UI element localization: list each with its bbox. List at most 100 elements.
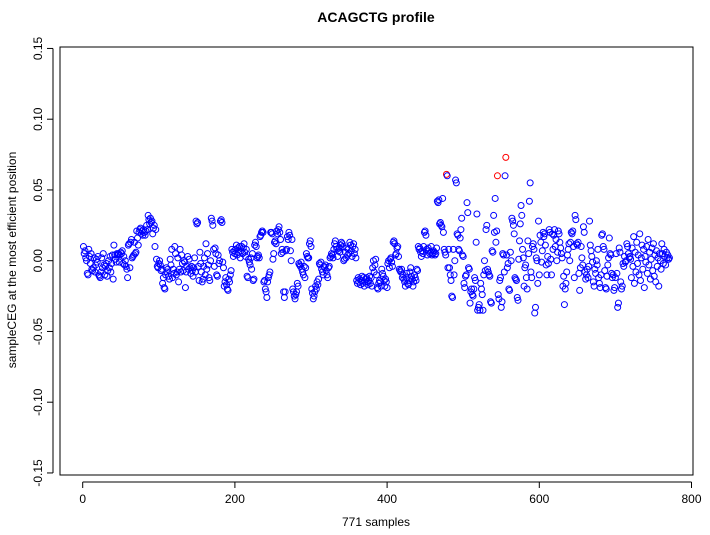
data-point: [508, 214, 516, 222]
data-point: [519, 254, 527, 262]
data-point: [608, 269, 616, 277]
data-point: [649, 240, 657, 248]
data-point: [165, 272, 173, 280]
data-point: [141, 231, 149, 239]
data-point: [570, 274, 578, 282]
data-point: [518, 211, 526, 219]
y-tick-label: 0.15: [31, 36, 45, 60]
data-point: [598, 230, 606, 238]
data-point: [633, 260, 641, 268]
data-point: [551, 226, 559, 234]
data-point: [592, 257, 600, 265]
data-point: [99, 250, 107, 258]
data-point: [211, 244, 219, 252]
data-point: [254, 251, 262, 259]
data-point: [611, 274, 619, 282]
data-point: [540, 233, 548, 241]
data-point: [534, 279, 542, 287]
data-point: [378, 265, 386, 273]
data-point: [524, 237, 532, 245]
data-point: [149, 230, 157, 238]
data-point: [350, 250, 358, 258]
data-point: [452, 176, 460, 184]
data-point: [430, 248, 438, 256]
data-point: [516, 237, 524, 245]
data-point: [261, 285, 269, 293]
data-point: [439, 194, 447, 202]
data-point: [531, 303, 539, 311]
data-point: [576, 286, 584, 294]
data-point: [566, 257, 574, 265]
y-tick-label: 0.00: [31, 249, 45, 273]
data-point: [586, 241, 594, 249]
data-point: [462, 271, 470, 279]
data-point: [203, 265, 211, 273]
data-point: [351, 245, 359, 253]
data-point: [394, 243, 402, 251]
data-point: [433, 244, 441, 252]
data-point: [496, 274, 504, 282]
data-point: [436, 218, 444, 226]
data-point: [522, 261, 530, 269]
data-point: [98, 254, 106, 262]
data-point: [94, 252, 102, 260]
data-point: [449, 293, 457, 301]
data-point: [404, 281, 412, 289]
data-point: [617, 285, 625, 293]
data-point: [329, 254, 337, 262]
data-point: [637, 254, 645, 262]
data-point: [473, 210, 481, 218]
data-point: [568, 230, 576, 238]
data-point: [640, 284, 648, 292]
data-point: [388, 262, 396, 270]
data-point: [366, 272, 374, 280]
data-point: [151, 243, 159, 251]
data-point: [148, 217, 156, 225]
data-point: [493, 227, 501, 235]
data-point: [200, 254, 208, 262]
data-point: [418, 247, 426, 255]
data-point: [242, 245, 250, 253]
data-point: [585, 262, 593, 270]
data-point: [665, 254, 673, 262]
data-point: [517, 202, 525, 210]
data-point: [541, 241, 549, 249]
data-point: [310, 292, 318, 300]
data-point: [122, 262, 130, 270]
data-point: [643, 269, 651, 277]
data-point: [577, 243, 585, 251]
data-point: [219, 264, 227, 272]
data-point: [264, 278, 272, 286]
data-point: [626, 252, 634, 260]
data-point: [339, 243, 347, 251]
data-point: [398, 274, 406, 282]
data-point: [325, 262, 333, 270]
data-point: [315, 275, 323, 283]
data-point: [477, 279, 485, 287]
data-point: [656, 250, 664, 258]
data-point: [471, 277, 479, 285]
data-point: [601, 267, 609, 275]
data-point: [492, 238, 500, 246]
data-point: [515, 255, 523, 263]
data-point: [324, 274, 332, 282]
data-point: [163, 268, 171, 276]
data-point: [265, 271, 273, 279]
data-point: [286, 231, 294, 239]
data-point: [272, 240, 280, 248]
data-point: [171, 243, 179, 251]
data-point: [610, 286, 618, 294]
data-point: [535, 217, 543, 225]
data-point: [116, 251, 124, 259]
data-point: [291, 295, 299, 303]
data-point: [530, 245, 538, 253]
data-point: [132, 248, 140, 256]
data-point: [156, 257, 164, 265]
data-point: [443, 172, 451, 180]
x-axis: 0 200 400 600 800: [79, 481, 702, 506]
data-point: [108, 260, 116, 268]
data-point: [323, 271, 331, 279]
data-point: [600, 245, 608, 253]
data-point: [521, 264, 529, 272]
data-point: [305, 254, 313, 262]
